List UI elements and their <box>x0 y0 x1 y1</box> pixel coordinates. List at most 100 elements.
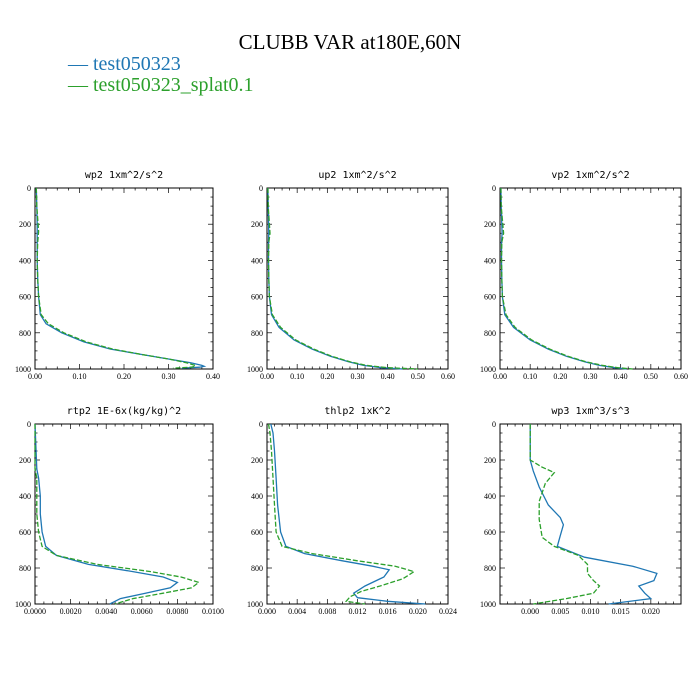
y-tick-label-0: 600 <box>19 293 31 302</box>
plot-frame-0 <box>34 187 214 370</box>
y-tick-label-4: 200 <box>251 456 263 465</box>
x-tick-label-0: 0.00 <box>28 372 42 381</box>
y-tick-label-3: 600 <box>19 528 31 537</box>
y-tick-label-4: 0 <box>259 420 263 429</box>
x-tick-label-4: 0.024 <box>439 607 457 616</box>
x-tick-label-1: 0.20 <box>320 372 334 381</box>
x-tick-label-4: 0.000 <box>258 607 276 616</box>
panel-title-5: wp3 1xm^3/s^3 <box>551 406 629 417</box>
y-tick-label-2: 800 <box>484 329 496 338</box>
series-line-5-1 <box>529 424 601 605</box>
x-tick-label-0: 0.10 <box>73 372 87 381</box>
y-tick-label-0: 0 <box>27 184 31 193</box>
x-tick-label-2: 0.30 <box>584 372 598 381</box>
y-tick-label-2: 200 <box>484 220 496 229</box>
legend-entry-1: — test050323_splat0.1 <box>68 74 254 97</box>
x-tick-label-5: 0.010 <box>582 607 600 616</box>
legend-entry-0: — test050323 <box>68 53 181 76</box>
y-tick-label-2: 600 <box>484 293 496 302</box>
x-tick-label-4: 0.016 <box>379 607 397 616</box>
y-tick-label-1: 400 <box>251 256 263 265</box>
x-tick-label-1: 0.00 <box>260 372 274 381</box>
y-tick-label-4: 600 <box>251 528 263 537</box>
panel-title-0: wp2 1xm^2/s^2 <box>85 170 163 181</box>
y-tick-label-3: 400 <box>19 492 31 501</box>
series-line-5-0 <box>529 424 658 605</box>
x-tick-label-3: 0.0080 <box>166 607 188 616</box>
series-line-4-0 <box>270 423 426 605</box>
chart-title: CLUBB VAR at180E,60N <box>238 30 462 54</box>
series-line-1-0 <box>267 187 403 370</box>
x-tick-label-5: 0.015 <box>612 607 630 616</box>
x-tick-label-3: 0.0060 <box>131 607 153 616</box>
plot-frame-3 <box>34 423 214 605</box>
y-tick-label-1: 200 <box>251 220 263 229</box>
y-tick-label-5: 1000 <box>480 600 496 609</box>
legend-label-0: test050323 <box>93 53 181 75</box>
y-tick-label-1: 600 <box>251 293 263 302</box>
x-tick-label-0: 0.30 <box>162 372 176 381</box>
y-tick-label-2: 0 <box>492 184 496 193</box>
y-tick-label-0: 200 <box>19 220 31 229</box>
x-tick-label-1: 0.60 <box>441 372 455 381</box>
y-tick-label-3: 200 <box>19 456 31 465</box>
x-tick-label-3: 0.0020 <box>60 607 82 616</box>
y-tick-label-0: 800 <box>19 329 31 338</box>
x-tick-label-2: 0.40 <box>614 372 628 381</box>
x-tick-label-4: 0.004 <box>288 607 306 616</box>
panel-5: wp3 1xm^3/s^3 0 200 400 600 800 1000 0.000 0.005… <box>480 406 682 616</box>
y-tick-label-3: 0 <box>27 420 31 429</box>
x-tick-label-5: 0.000 <box>521 607 539 616</box>
y-tick-label-4: 400 <box>251 492 263 501</box>
panel-3: rtp2 1E-6x(kg/kg)^2 0 200 400 600 800 1000 0.00… <box>15 406 224 616</box>
x-tick-label-4: 0.012 <box>349 607 367 616</box>
y-tick-label-5: 200 <box>484 456 496 465</box>
y-tick-label-5: 400 <box>484 492 496 501</box>
series-line-3-0 <box>34 423 179 605</box>
plot-frame-1 <box>266 187 449 370</box>
plot-frame-2 <box>499 187 682 370</box>
x-tick-label-0: 0.20 <box>117 372 131 381</box>
panel-title-2: vp2 1xm^2/s^2 <box>551 170 629 181</box>
y-tick-label-2: 400 <box>484 256 496 265</box>
y-tick-label-4: 800 <box>251 564 263 573</box>
x-tick-label-2: 0.00 <box>493 372 507 381</box>
x-tick-label-3: 0.0040 <box>95 607 117 616</box>
x-tick-label-0: 0.40 <box>206 372 220 381</box>
x-tick-label-1: 0.10 <box>290 372 304 381</box>
legend-label-1: test050323_splat0.1 <box>93 74 254 96</box>
series-line-0-1 <box>35 187 196 369</box>
series-line-2-0 <box>500 187 627 370</box>
x-tick-label-4: 0.008 <box>318 607 336 616</box>
y-tick-label-0: 1000 <box>15 365 31 374</box>
x-tick-label-1: 0.30 <box>351 372 365 381</box>
y-tick-label-5: 800 <box>484 564 496 573</box>
x-tick-label-1: 0.40 <box>381 372 395 381</box>
x-tick-label-2: 0.10 <box>523 372 537 381</box>
y-tick-label-3: 1000 <box>15 600 31 609</box>
y-tick-label-1: 800 <box>251 329 263 338</box>
panel-title-4: thlp2 1xK^2 <box>324 406 390 417</box>
panel-title-3: rtp2 1E-6x(kg/kg)^2 <box>67 406 181 417</box>
y-tick-label-5: 600 <box>484 528 496 537</box>
y-tick-label-3: 800 <box>19 564 31 573</box>
y-tick-label-4: 1000 <box>247 600 263 609</box>
x-tick-label-4: 0.020 <box>409 607 427 616</box>
panel-title-1: up2 1xm^2/s^2 <box>318 170 396 181</box>
legend-line-0: — <box>68 53 93 75</box>
y-tick-label-5: 0 <box>492 420 496 429</box>
y-tick-label-1: 0 <box>259 184 263 193</box>
plot-frame-4 <box>266 423 449 605</box>
x-tick-label-2: 0.20 <box>553 372 567 381</box>
legend-line-1: — <box>68 74 93 96</box>
y-tick-label-0: 400 <box>19 256 31 265</box>
y-tick-label-1: 1000 <box>247 365 263 374</box>
series-line-2-1 <box>500 187 633 370</box>
x-tick-label-2: 0.50 <box>644 372 658 381</box>
series-line-4-1 <box>267 423 416 605</box>
